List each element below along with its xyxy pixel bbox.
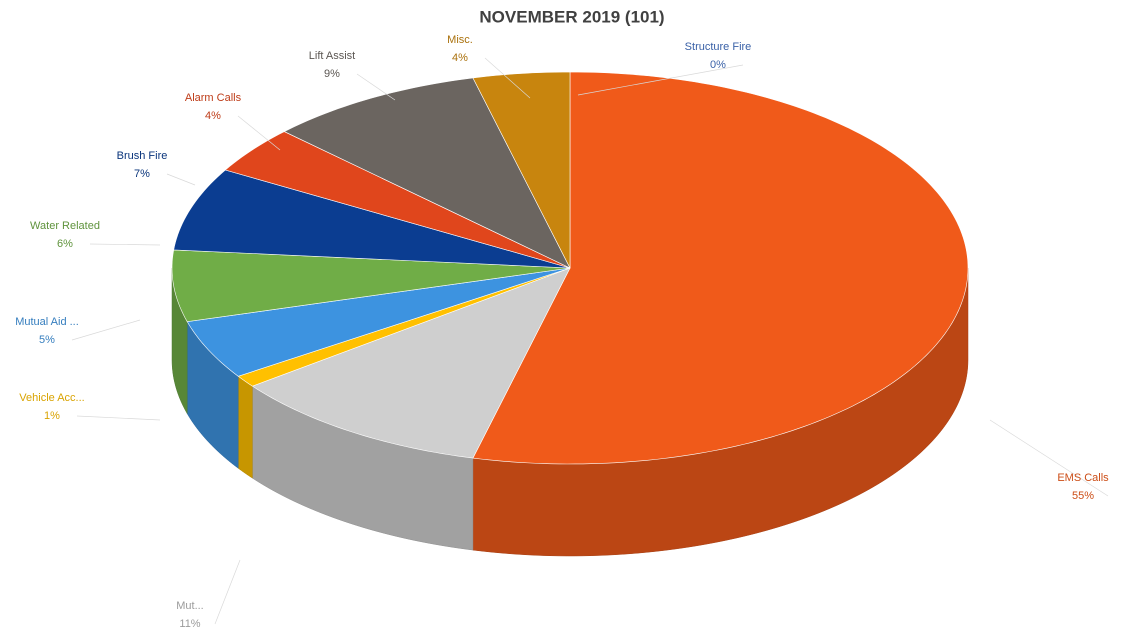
slice-label: Misc. [447,34,473,46]
leader-line [71,319,141,341]
slice-value-label: 6% [57,238,73,250]
slice-label: Mutual Aid ... [15,316,79,328]
slice [186,267,571,377]
slice-value-label: 0% [710,59,726,71]
slice-label: Water Related [30,220,100,232]
slice [283,77,571,269]
leader-line [989,419,1109,497]
leader-line [76,415,161,421]
slice-label: Structure Fire [685,41,752,53]
slice [251,267,571,459]
slice-value-label: 9% [324,68,340,80]
top-faces [171,71,969,465]
slice-label: Vehicle Acc... [19,392,84,404]
slice-value-label: 5% [39,334,55,346]
leader-line [166,173,196,186]
slice-value-label: 11% [179,618,200,630]
slice-label: Brush Fire [117,150,168,162]
slice-value-label: 1% [44,410,60,422]
chart-title: NOVEMBER 2019 (101) [479,7,664,26]
side-walls [171,267,969,557]
slice-value-label: 7% [134,168,150,180]
leader-line [484,57,531,99]
slice-label: Lift Assist [309,50,355,62]
slice-value-label: 4% [452,52,468,64]
slice-label: Mut... [176,600,204,612]
slice-label: EMS Calls [1057,472,1109,484]
slice [472,71,969,465]
slice [472,71,571,269]
slice-side [237,375,253,479]
leader-line [237,115,281,151]
leader-line [89,243,161,246]
leader-line [356,73,396,101]
slice-value-label: 4% [205,110,221,122]
slice-value-label: 55% [1072,490,1094,502]
slice [224,131,571,269]
slice [173,169,571,269]
leader-line [214,559,241,625]
slice-label: Alarm Calls [185,92,242,104]
leader-line [577,64,744,96]
slice [171,249,571,322]
